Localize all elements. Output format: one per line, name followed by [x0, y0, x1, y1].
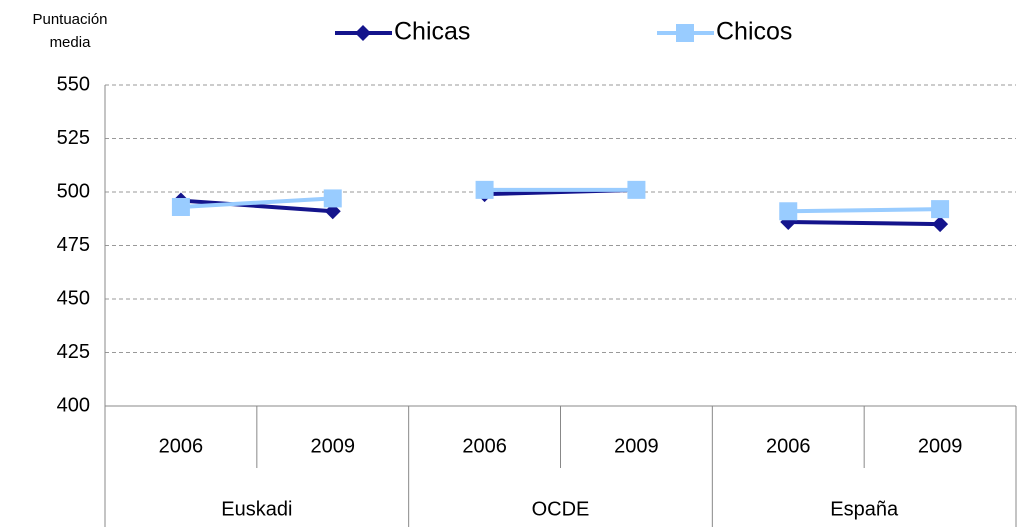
legend-label: Chicas	[394, 18, 470, 46]
x-tick-label: 2006	[766, 435, 811, 457]
point	[323, 189, 342, 208]
group-label: OCDE	[532, 498, 590, 520]
point	[932, 216, 949, 233]
y-tick-label: 475	[57, 234, 90, 256]
point	[627, 180, 646, 199]
y-tick-label: 550	[57, 73, 90, 95]
legend-marker	[676, 24, 694, 42]
series-line	[788, 219, 941, 227]
group-label: Euskadi	[221, 498, 292, 520]
x-tick-label: 2009	[311, 435, 356, 457]
y-axis-label: media	[50, 34, 92, 51]
y-tick-label: 500	[57, 180, 90, 202]
y-tick-label: 425	[57, 341, 90, 363]
y-tick-label: 450	[57, 287, 90, 309]
legend-label: Chicos	[716, 18, 792, 46]
x-tick-label: 2006	[462, 435, 507, 457]
legend-marker	[355, 25, 371, 41]
point	[779, 202, 798, 221]
point	[475, 180, 494, 199]
group-label: España	[830, 498, 899, 520]
y-axis-label: Puntuación	[32, 11, 107, 28]
x-tick-label: 2009	[918, 435, 963, 457]
y-tick-label: 525	[57, 127, 90, 149]
point	[171, 197, 190, 216]
y-tick-label: 400	[57, 394, 90, 416]
series-line	[788, 207, 941, 214]
series-line	[180, 198, 333, 214]
point	[931, 200, 950, 219]
x-tick-label: 2006	[159, 435, 204, 457]
series-line	[180, 196, 333, 209]
x-tick-label: 2009	[614, 435, 659, 457]
